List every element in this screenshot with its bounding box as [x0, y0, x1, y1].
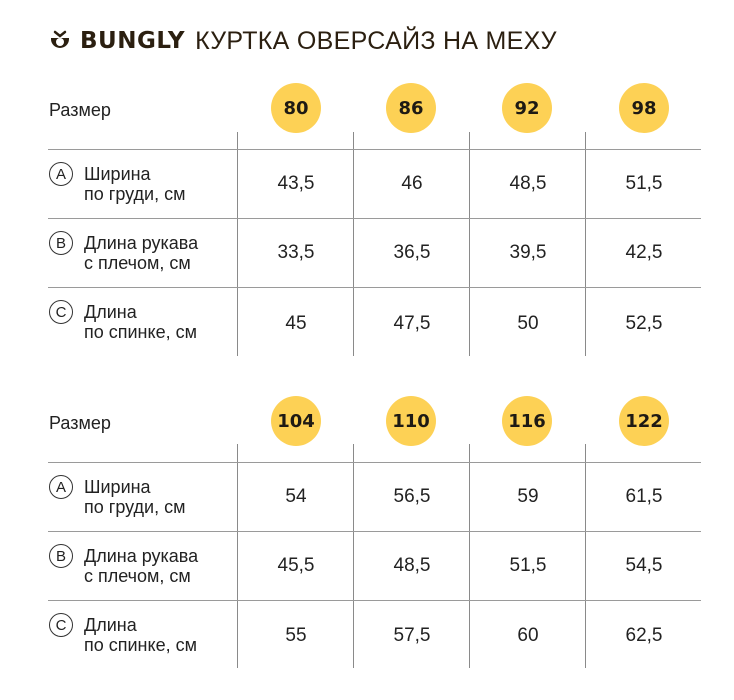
size-label: Размер: [49, 100, 111, 120]
column-divider: [237, 444, 238, 668]
measurement-cell: 48,5: [393, 555, 431, 576]
row-label: Длина рукава с плечом, см: [84, 233, 198, 273]
row-divider: [48, 218, 701, 219]
size-badge: 98: [619, 83, 669, 133]
column-divider: [237, 132, 238, 356]
row-divider: [48, 600, 701, 601]
size-label: Размер: [49, 413, 111, 433]
row-label-line2: по спинке, см: [84, 635, 197, 655]
row-letter-badge: C: [49, 613, 73, 637]
column-divider: [469, 444, 470, 668]
row-divider: [48, 531, 701, 532]
measurement-cell: 51,5: [625, 173, 663, 194]
measurement-cell: 60: [517, 625, 539, 646]
bungly-logo-icon: [48, 29, 72, 53]
column-divider: [469, 132, 470, 356]
row-divider: [48, 287, 701, 288]
measurement-cell: 62,5: [625, 625, 663, 646]
size-badge: 122: [619, 396, 669, 446]
row-letter-badge: B: [49, 231, 73, 255]
row-label-line1: Длина: [84, 302, 137, 322]
row-label-line2: с плечом, см: [84, 253, 191, 273]
row-label: Длина по спинке, см: [84, 615, 197, 655]
row-label-line1: Ширина: [84, 164, 151, 184]
row-letter-badge: C: [49, 300, 73, 324]
measurement-cell: 52,5: [625, 313, 663, 334]
size-badge: 86: [386, 83, 436, 133]
row-label: Ширина по груди, см: [84, 477, 185, 517]
row-label-line1: Длина: [84, 615, 137, 635]
row-label-line1: Длина рукава: [84, 546, 199, 566]
row-label: Ширина по груди, см: [84, 164, 185, 204]
measurement-cell: 39,5: [509, 242, 547, 263]
measurement-cell: 43,5: [277, 173, 315, 194]
size-badge: 110: [386, 396, 436, 446]
row-letter-badge: B: [49, 544, 73, 568]
measurement-cell: 50: [517, 313, 539, 334]
column-divider: [585, 132, 586, 356]
measurement-cell: 59: [517, 486, 539, 507]
column-divider: [353, 444, 354, 668]
measurement-cell: 51,5: [509, 555, 547, 576]
row-label: Длина рукава с плечом, см: [84, 546, 198, 586]
brand-name: BUNGLY: [80, 28, 186, 54]
measurement-cell: 55: [285, 625, 307, 646]
measurement-cell: 45: [285, 313, 307, 334]
size-badge: 104: [271, 396, 321, 446]
row-label-line1: Ширина: [84, 477, 151, 497]
measurement-cell: 56,5: [393, 486, 431, 507]
measurement-cell: 54,5: [625, 555, 663, 576]
measurement-cell: 48,5: [509, 173, 547, 194]
column-divider: [585, 444, 586, 668]
row-label-line2: по груди, см: [84, 184, 186, 204]
row-letter-badge: A: [49, 475, 73, 499]
size-badge: 92: [502, 83, 552, 133]
row-label-line1: Длина рукава: [84, 233, 199, 253]
measurement-cell: 61,5: [625, 486, 663, 507]
measurement-cell: 33,5: [277, 242, 315, 263]
measurement-cell: 36,5: [393, 242, 431, 263]
column-divider: [353, 132, 354, 356]
row-label: Длина по спинке, см: [84, 302, 197, 342]
row-letter-badge: A: [49, 162, 73, 186]
row-label-line2: с плечом, см: [84, 566, 191, 586]
measurement-cell: 45,5: [277, 555, 315, 576]
row-divider: [48, 149, 701, 150]
measurement-cell: 46: [401, 173, 423, 194]
measurement-cell: 54: [285, 486, 307, 507]
header: BUNGLY КУРТКА ОВЕРСАЙЗ НА МЕХУ: [48, 26, 557, 56]
row-label-line2: по спинке, см: [84, 322, 197, 342]
size-badge: 116: [502, 396, 552, 446]
measurement-cell: 42,5: [625, 242, 663, 263]
row-label-line2: по груди, см: [84, 497, 186, 517]
measurement-cell: 57,5: [393, 625, 431, 646]
measurement-cell: 47,5: [393, 313, 431, 334]
row-divider: [48, 462, 701, 463]
product-title: КУРТКА ОВЕРСАЙЗ НА МЕХУ: [195, 26, 557, 55]
size-badge: 80: [271, 83, 321, 133]
